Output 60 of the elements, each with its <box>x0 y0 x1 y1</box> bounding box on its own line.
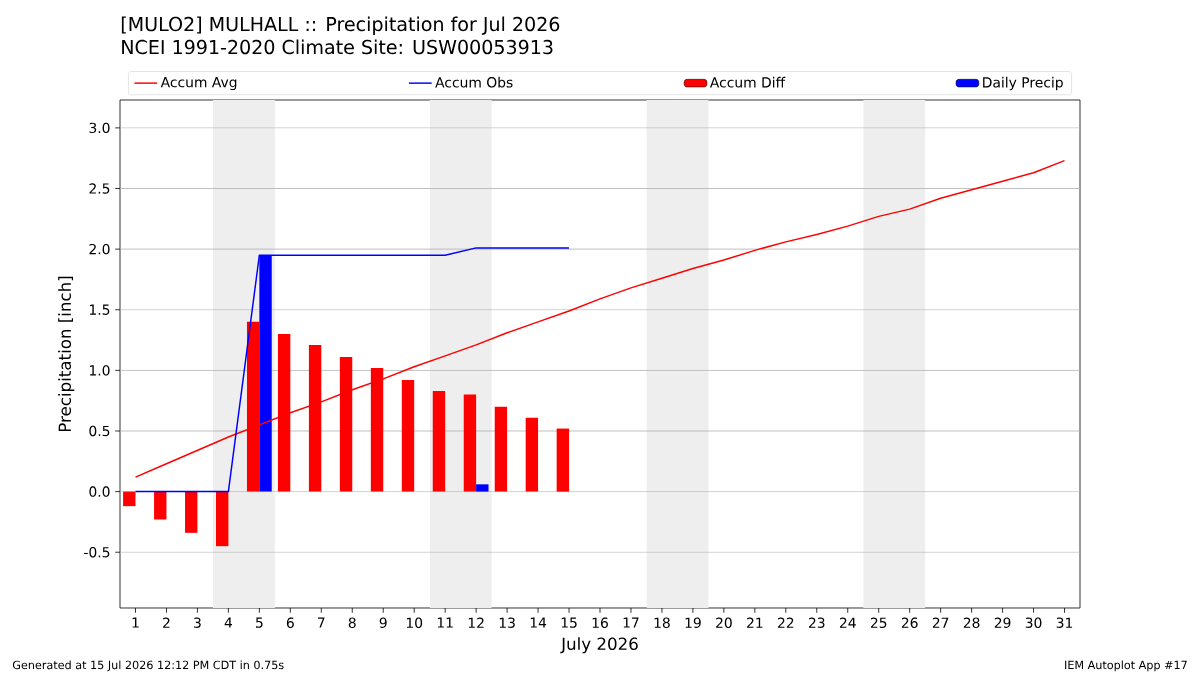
x-tick-label: 27 <box>932 617 949 628</box>
x-tick-label: 30 <box>1025 617 1042 628</box>
text: IEM Autoplot App #17 <box>1065 660 1187 672</box>
y-tick-label: 0.5 <box>89 425 110 437</box>
x-tick-label: 6 <box>286 617 294 628</box>
x-tick-label: 20 <box>716 617 732 628</box>
y-tick-label: 2.5 <box>89 183 110 194</box>
x-tick-label: 14 <box>530 617 547 628</box>
x-tick-label: 25 <box>870 617 887 628</box>
bar <box>185 491 198 533</box>
x-tick-label: 8 <box>348 617 356 628</box>
x-tick-label: 4 <box>224 617 233 628</box>
chart-title: [MULO2] MULHALL :: Precipitation for Jul 2026 <box>121 16 560 35</box>
y-tick-label: 1.5 <box>89 304 110 315</box>
x-axis-title: July 2026 <box>560 637 638 654</box>
x-tick-label: 18 <box>654 617 670 628</box>
x-tick-label: 29 <box>994 617 1011 628</box>
x-tick-label: 7 <box>318 617 325 628</box>
bar <box>525 417 539 492</box>
x-tick-label: 26 <box>901 617 918 628</box>
x-tick-label: 17 <box>623 617 639 628</box>
y-tick-label: 0.0 <box>89 486 110 497</box>
x-tick-label: 9 <box>379 617 387 628</box>
x-tick-label: 1 <box>132 617 139 628</box>
y-axis-title: Precipitation [inch] <box>58 276 75 432</box>
bar <box>463 394 477 492</box>
text: Generated at 15 Jul 2026 12:12 PM CDT in 0.75s <box>12 660 284 672</box>
x-tick-label: 19 <box>685 617 701 628</box>
x-tick-label: 24 <box>839 617 856 628</box>
y-tick-label: 3.0 <box>89 122 110 134</box>
bar <box>154 491 167 520</box>
x-tick-label: 21 <box>747 617 763 628</box>
x-tick-label: 22 <box>778 617 794 628</box>
x-tick-label: 31 <box>1056 617 1073 628</box>
y-tick-label: 1.0 <box>89 365 110 376</box>
x-tick-label: 16 <box>592 617 608 628</box>
legend-label: Accum Avg <box>160 77 237 91</box>
legend-label: Accum Obs <box>435 76 513 88</box>
bar <box>494 406 508 492</box>
bar <box>123 491 136 507</box>
x-tick-label: 15 <box>561 617 577 628</box>
x-tick-label: 2 <box>163 617 170 628</box>
x-tick-label: 5 <box>256 617 263 628</box>
bar <box>216 491 229 547</box>
x-tick-label: 11 <box>437 617 453 628</box>
y-tick-label: 2.0 <box>89 243 110 255</box>
x-tick-label: 12 <box>468 617 484 628</box>
x-tick-label: 10 <box>406 617 423 628</box>
bar <box>432 390 446 492</box>
x-tick-label: 23 <box>808 617 825 628</box>
bar <box>401 380 415 492</box>
legend-label: Daily Precip <box>983 76 1063 91</box>
chart-subtitle: NCEI 1991-2020 Climate Site: USW00053913 <box>122 39 553 55</box>
x-tick-label: 3 <box>194 617 201 628</box>
x-tick-label: 13 <box>499 617 515 628</box>
x-tick-label: 28 <box>963 617 980 628</box>
legend-label: Accum Diff <box>709 76 786 88</box>
bar <box>556 428 570 492</box>
y-tick-label: -0.5 <box>84 546 110 558</box>
bar <box>476 484 489 492</box>
